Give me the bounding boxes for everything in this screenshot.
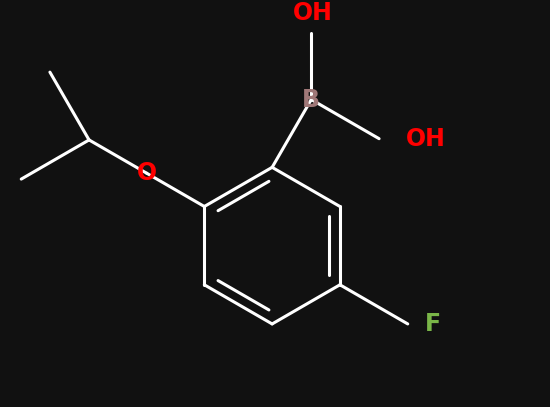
Text: OH: OH: [293, 1, 333, 25]
Text: F: F: [425, 312, 441, 336]
Text: B: B: [302, 88, 320, 112]
Text: O: O: [136, 161, 157, 185]
Text: OH: OH: [406, 127, 446, 151]
